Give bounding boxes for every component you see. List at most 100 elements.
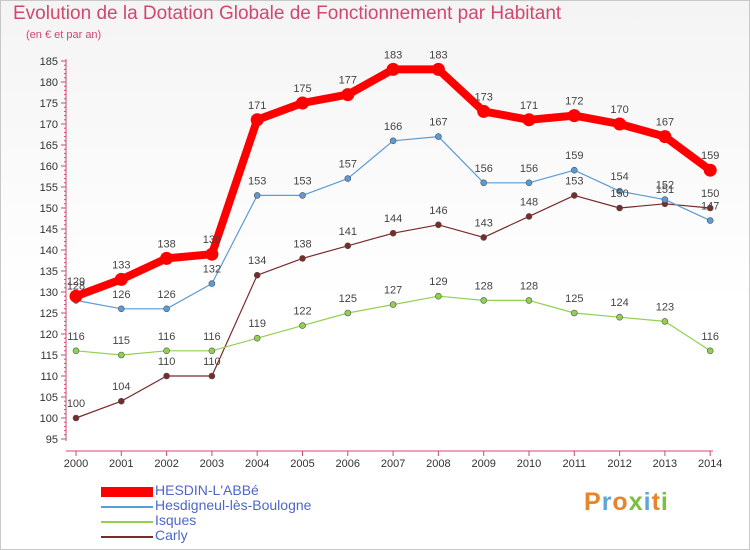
- data-point-0-14: [703, 163, 717, 177]
- data-label-2-3: 116: [203, 331, 221, 343]
- data-point-0-1: [114, 272, 128, 286]
- y-tick-label: 145: [40, 224, 58, 236]
- data-label-1-3: 132: [203, 264, 221, 276]
- data-point-3-10: [525, 213, 533, 220]
- legend-label-1: Hesdigneul-lès-Boulogne: [155, 497, 312, 513]
- data-point-0-7: [386, 62, 400, 76]
- x-tick-label: 2010: [517, 458, 541, 470]
- y-tick-label: 95: [46, 434, 58, 446]
- data-label-0-10: 171: [520, 100, 538, 112]
- chart-title: Evolution de la Dotation Globale de Fonc…: [13, 3, 562, 24]
- data-label-2-14: 116: [701, 331, 719, 343]
- data-label-2-5: 122: [293, 306, 311, 318]
- data-point-1-12: [616, 187, 623, 195]
- data-point-0-4: [250, 113, 264, 127]
- data-label-1-2: 126: [157, 289, 175, 301]
- data-point-1-14: [706, 217, 714, 224]
- y-tick-label: 165: [40, 140, 58, 152]
- proxiti-logo: Proxiti: [584, 488, 669, 517]
- data-label-3-11: 153: [565, 175, 583, 187]
- data-label-2-6: 125: [339, 293, 357, 305]
- data-point-3-11: [570, 192, 578, 199]
- data-point-2-2: [163, 347, 170, 355]
- data-label-2-2: 116: [158, 331, 176, 343]
- y-tick-label: 125: [40, 308, 58, 320]
- y-tick-label: 175: [40, 98, 58, 110]
- logo-letter-2: o: [612, 488, 629, 516]
- x-tick-label: 2011: [562, 458, 586, 470]
- data-label-0-7: 183: [384, 49, 402, 61]
- data-label-3-12: 150: [610, 188, 628, 200]
- data-label-0-14: 159: [701, 150, 719, 162]
- data-point-2-9: [480, 297, 488, 304]
- data-point-2-3: [208, 347, 216, 355]
- data-label-0-8: 183: [429, 49, 447, 61]
- data-label-1-14: 147: [701, 201, 719, 213]
- data-point-1-8: [435, 133, 442, 140]
- data-label-2-12: 124: [610, 297, 628, 309]
- x-tick-label: 2014: [698, 458, 722, 470]
- data-label-1-9: 156: [475, 163, 493, 175]
- x-tick-label: 2005: [290, 458, 314, 470]
- legend-label-2: Isques: [155, 512, 197, 528]
- logo-letter-4: i: [643, 488, 652, 516]
- data-label-3-8: 146: [429, 205, 447, 217]
- logo-letter-6: i: [660, 488, 669, 516]
- data-label-3-0: 100: [67, 398, 85, 410]
- data-point-3-6: [344, 242, 352, 250]
- data-label-3-1: 104: [112, 381, 130, 393]
- logo-letter-1: r: [601, 488, 613, 516]
- data-point-0-8: [431, 62, 445, 76]
- data-label-1-0: 128: [67, 280, 85, 292]
- data-point-3-12: [616, 204, 623, 212]
- data-label-0-2: 138: [157, 238, 175, 250]
- data-label-0-3: 139: [203, 234, 221, 246]
- data-point-0-0: [69, 289, 83, 303]
- data-label-0-6: 177: [339, 75, 357, 87]
- y-tick-label: 105: [40, 392, 58, 404]
- data-point-0-6: [341, 88, 355, 102]
- series-layer: [69, 62, 717, 422]
- data-label-2-13: 123: [656, 301, 674, 313]
- axes: 95 100 105 110 115 120 125 130 135 140 145 150 155 16…: [40, 56, 723, 470]
- y-tick-label: 160: [40, 161, 58, 173]
- data-label-1-6: 157: [339, 159, 357, 171]
- data-point-0-11: [567, 109, 581, 123]
- x-tick-label: 2002: [154, 458, 178, 470]
- x-tick-label: 2013: [653, 458, 677, 470]
- data-point-2-8: [435, 292, 442, 300]
- legend-swatch-0: [101, 487, 153, 497]
- data-label-3-5: 138: [293, 238, 311, 250]
- data-point-2-14: [706, 347, 714, 355]
- logo-letter-3: x: [628, 488, 644, 516]
- data-label-1-4: 153: [248, 175, 266, 187]
- y-tick-label: 170: [40, 119, 58, 131]
- data-point-3-4: [253, 271, 261, 279]
- data-point-1-7: [389, 137, 397, 145]
- data-label-3-4: 134: [248, 255, 266, 267]
- data-point-2-0: [72, 347, 80, 355]
- data-point-3-8: [435, 221, 442, 229]
- data-label-0-9: 173: [475, 91, 493, 103]
- x-tick-label: 2008: [426, 458, 450, 470]
- y-tick-label: 115: [40, 350, 58, 362]
- data-point-3-5: [299, 255, 306, 262]
- chart-subtitle: (en € et par an): [26, 29, 102, 41]
- legend-swatch-3: [101, 536, 153, 538]
- x-tick-label: 2004: [245, 458, 269, 470]
- data-label-3-3: 110: [203, 356, 221, 368]
- data-point-1-4: [253, 192, 261, 199]
- data-label-1-5: 153: [293, 175, 311, 187]
- data-point-0-12: [613, 117, 627, 131]
- data-point-2-10: [525, 297, 533, 304]
- data-point-2-11: [570, 309, 578, 317]
- data-label-0-13: 167: [656, 117, 674, 129]
- data-point-2-13: [661, 318, 669, 325]
- data-point-3-14: [706, 204, 714, 212]
- data-point-0-5: [296, 96, 309, 110]
- y-tick-label: 150: [40, 203, 58, 215]
- data-point-0-13: [658, 130, 672, 144]
- data-label-0-1: 133: [112, 259, 130, 271]
- data-point-1-13: [661, 196, 669, 203]
- data-label-2-0: 116: [67, 331, 85, 343]
